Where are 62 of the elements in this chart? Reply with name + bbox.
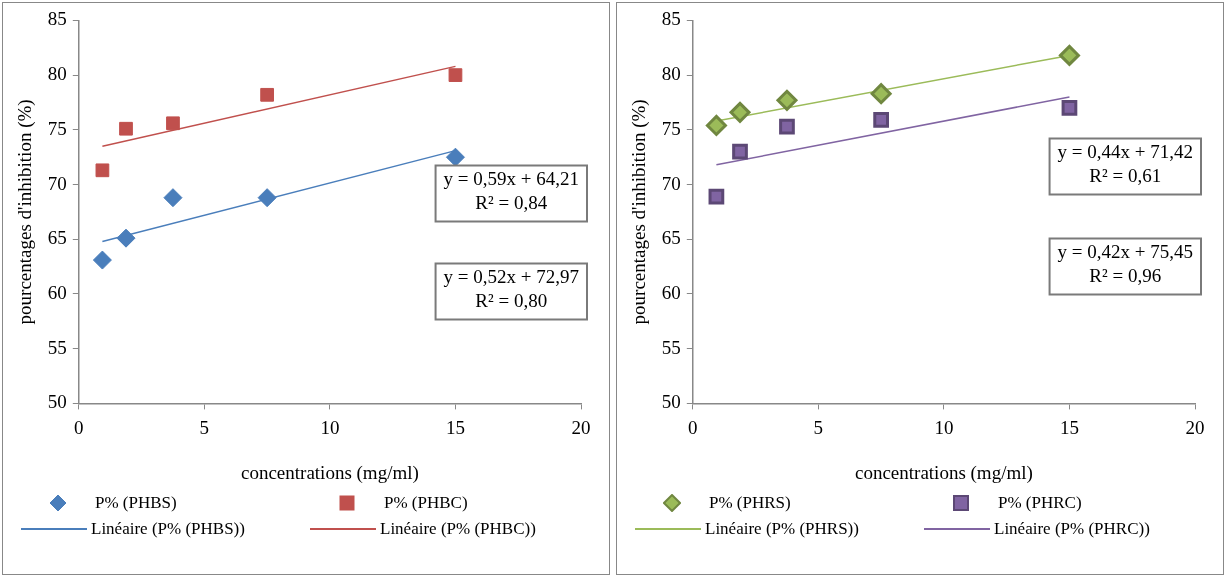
legend-label: P% (PHBC) [384,493,468,513]
y-tick-label: 70 [661,172,681,194]
y-tick-label: 65 [661,227,681,249]
annotation: y = 0,59x + 64,21 R² = 0,84 [443,167,579,213]
x-tick-label: 10 [934,416,954,438]
y-tick-label: 65 [47,227,67,249]
legend-label: Linéaire (P% (PHBS)) [91,519,245,539]
legend-label: P% (PHRS) [709,493,791,513]
point [257,188,277,208]
point [729,101,751,123]
point [95,163,110,178]
y-tick-label: 55 [47,336,67,358]
y-tick-label: 75 [47,117,67,139]
x-tick-label: 0 [688,416,698,438]
point [260,87,274,102]
annotation: y = 0,52x + 72,97 R² = 0,80 [443,265,579,311]
point [116,228,136,248]
x-tick-label: 15 [1059,416,1079,438]
point [776,89,798,111]
point [119,121,133,136]
legend-label: Linéaire (P% (PHRS)) [705,519,859,539]
y-tick-label: 80 [661,63,681,85]
legend-label: P% (PHRC) [998,493,1082,513]
y-tick-label: 50 [661,391,681,413]
y-tick-label: 75 [661,117,681,139]
y-axis-title: pourcentages d'inhibition (%) [628,99,651,325]
point [1058,44,1080,66]
x-tick-label: 0 [74,416,84,438]
y-tick-label: 85 [47,8,67,30]
y-tick-label: 80 [47,63,67,85]
y-tick-label: 50 [47,391,67,413]
x-tick-label: 20 [571,416,591,438]
y-tick-label: 60 [661,281,681,303]
point [873,112,889,128]
x-axis-title: concentrations (mg/ml) [240,461,419,484]
x-tick-label: 10 [320,416,340,438]
point [445,147,465,167]
legend-label: P% (PHBS) [95,493,177,513]
x-tick-label: 5 [813,416,824,438]
point [166,116,180,131]
x-tick-label: 15 [445,416,465,438]
point [92,250,112,270]
point [1061,100,1078,116]
point [163,188,183,208]
y-tick-label: 70 [47,172,67,194]
point [708,188,725,205]
x-tick-label: 20 [1185,416,1205,438]
point [779,118,795,135]
annotation: y = 0,44x + 71,42 R² = 0,61 [1057,140,1193,186]
point [448,68,463,82]
x-axis-title: concentrations (mg/ml) [854,461,1033,484]
y-axis-title: pourcentages d'inhibition (%) [14,99,37,325]
y-tick-label: 60 [47,281,67,303]
legend-label: Linéaire (P% (PHBC)) [380,519,536,539]
point [870,83,892,105]
x-tick-label: 5 [199,416,210,438]
y-tick-label: 85 [661,8,681,30]
y-tick-label: 55 [661,336,681,358]
point [705,114,727,136]
annotation: y = 0,42x + 75,45 R² = 0,96 [1057,240,1193,286]
point [732,143,748,160]
legend-label: Linéaire (P% (PHRC)) [994,519,1150,539]
